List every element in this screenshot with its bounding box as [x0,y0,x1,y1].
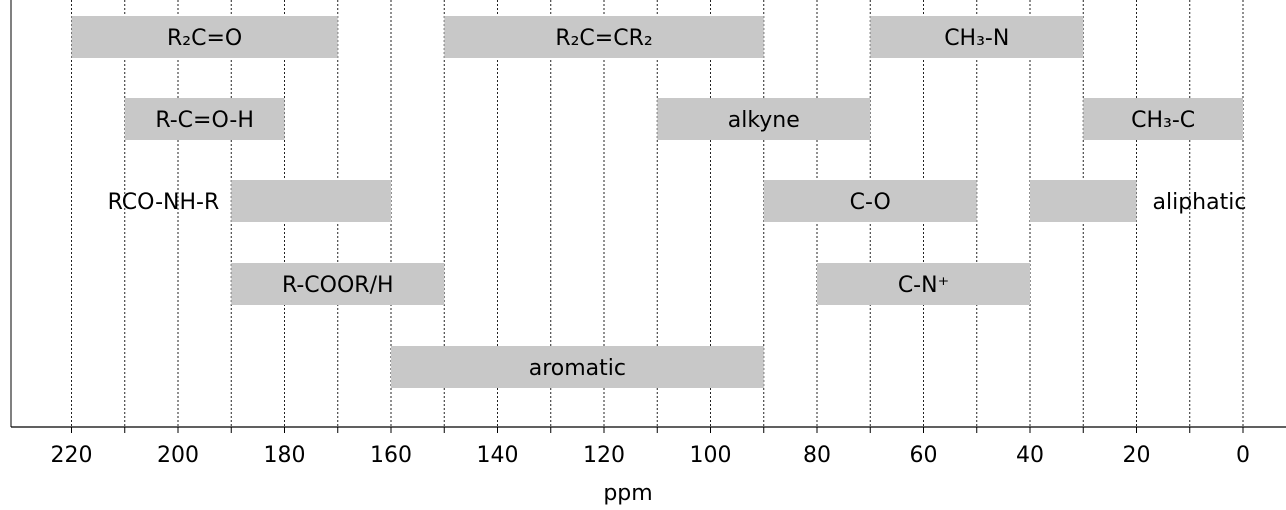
bar-aromatic [391,346,764,388]
bar-label-c-o: C-O [850,190,891,215]
bar-r2c-o [71,16,338,58]
bar-c-n- [817,263,1030,305]
bar-c-o [763,180,977,222]
bar-label-alkyne: alkyne [728,108,800,133]
x-tick-label-60: 60 [910,443,938,468]
bar-label-aromatic: aromatic [529,356,626,381]
bar-rco-nh-r [231,180,391,222]
x-axis: 220 200 180 160 140 120 100 80 60 40 20 0 [11,426,1286,468]
bar-label-rco-nh-r: RCO-NH-R [108,190,220,215]
x-axis-title: ppm [603,481,652,506]
bar-label-ch3-n: CH₃-N [944,26,1009,51]
bar-r-c-o-h [124,98,285,140]
range-bars: R₂C=O R₂C=CR₂ CH₃-N R-C=O-H alkyne CH₃-C RCO-N… [71,16,1247,388]
bar-label-r-c-o-h: R-C=O-H [155,108,254,133]
x-tick-label-20: 20 [1123,443,1151,468]
bar-ch3-n [870,16,1084,58]
bar-aliphatic [1030,180,1137,222]
x-tick-label-200: 200 [157,443,199,468]
x-tick-label-180: 180 [264,443,306,468]
bar-ch3-c [1083,98,1243,140]
bar-label-r2c-o: R₂C=O [167,26,242,51]
bar-label-aliphatic: aliphatic [1153,190,1247,215]
x-tick-label-40: 40 [1016,443,1044,468]
bar-alkyne [657,98,871,140]
bar-label-r2c-cr2: R₂C=CR₂ [555,26,652,51]
x-tick-label-140: 140 [477,443,519,468]
x-tick-label-0: 0 [1236,443,1250,468]
x-tick-label-160: 160 [370,443,412,468]
bar-label-ch3-c: CH₃-C [1131,108,1195,133]
x-tick-label-80: 80 [803,443,831,468]
bar-r2c-cr2 [444,16,764,58]
x-tick-label-220: 220 [51,443,93,468]
x-tick-label-120: 120 [583,443,625,468]
bar-label-r-coor-h: R-COOR/H [282,273,394,298]
bar-r-coor-h [231,263,445,305]
bar-label-c-n-: C-N⁺ [898,273,949,298]
x-tick-label-100: 100 [690,443,732,468]
